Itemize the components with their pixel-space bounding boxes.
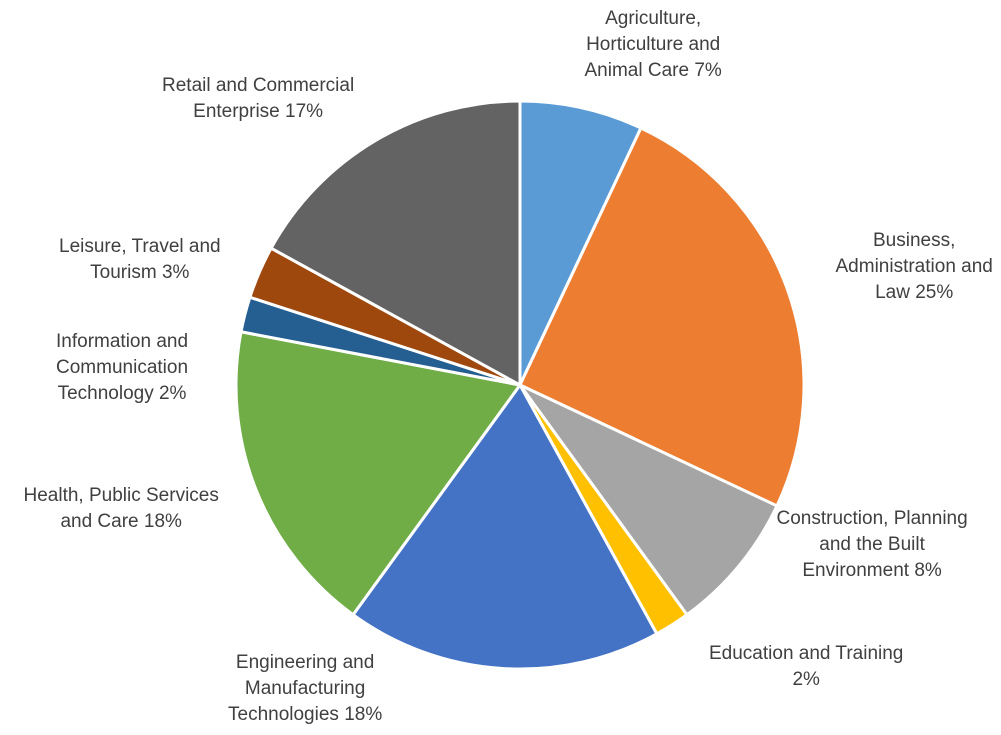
slice-label-line: Administration and <box>835 256 993 277</box>
slice-label-3: Construction, Planning and the Built Envir… <box>777 506 968 584</box>
slice-label-line: and Care 18% <box>60 511 182 532</box>
slice-label-line: Tourism 3% <box>90 262 190 283</box>
slice-label-line: Animal Care 7% <box>584 60 722 81</box>
slice-label-line: Enterprise 17% <box>193 101 324 122</box>
slice-label-line: Manufacturing <box>244 678 366 699</box>
slice-label-4: Education and Training 2% <box>709 641 903 693</box>
slice-label-9: Retail and Commercial Enterprise 17% <box>162 73 354 125</box>
slice-label-7: Information and Communication Technology 2… <box>56 329 188 407</box>
slice-label-2: Business, Administration and Law 25% <box>836 228 993 306</box>
slice-label-line: Retail and Commercial <box>162 75 355 96</box>
slice-label-line: Law 25% <box>875 282 954 303</box>
slice-label-8: Leisure, Travel and Tourism 3% <box>59 234 221 286</box>
slice-label-line: Agriculture, <box>605 8 702 29</box>
slice-label-line: Information and <box>56 331 189 352</box>
slice-label-5: Engineering and Manufacturing Technologies… <box>228 650 382 728</box>
slice-label-line: Environment 8% <box>802 560 942 581</box>
slice-label-line: Education and Training <box>709 643 904 664</box>
slice-label-line: Construction, Planning <box>776 508 968 529</box>
slice-label-line: Technologies 18% <box>228 704 383 725</box>
pie-slice-5 <box>351 383 659 671</box>
pie-slices <box>234 99 806 671</box>
slice-label-line: Health, Public Services <box>23 485 219 506</box>
slice-label-line: Technology 2% <box>57 383 187 404</box>
slice-label-line: Engineering and <box>235 652 375 673</box>
slice-label-line: Horticulture and <box>586 34 721 55</box>
pie-slice-6 <box>234 330 522 617</box>
pie-slice-9 <box>269 99 522 387</box>
pie-slice-1 <box>518 99 643 387</box>
slice-label-line: 2% <box>792 669 820 690</box>
slice-label-1: Agriculture, Horticulture and Animal Care … <box>585 6 722 84</box>
slice-label-line: Communication <box>56 357 189 378</box>
slice-label-6: Health, Public Services and Care 18% <box>24 483 219 535</box>
pie-slice-3 <box>518 383 779 617</box>
pie-slice-2 <box>518 126 806 508</box>
slice-label-line: and the Built <box>819 534 925 555</box>
slice-label-line: Business, <box>873 230 956 251</box>
slice-label-line: Leisure, Travel and <box>59 236 221 257</box>
